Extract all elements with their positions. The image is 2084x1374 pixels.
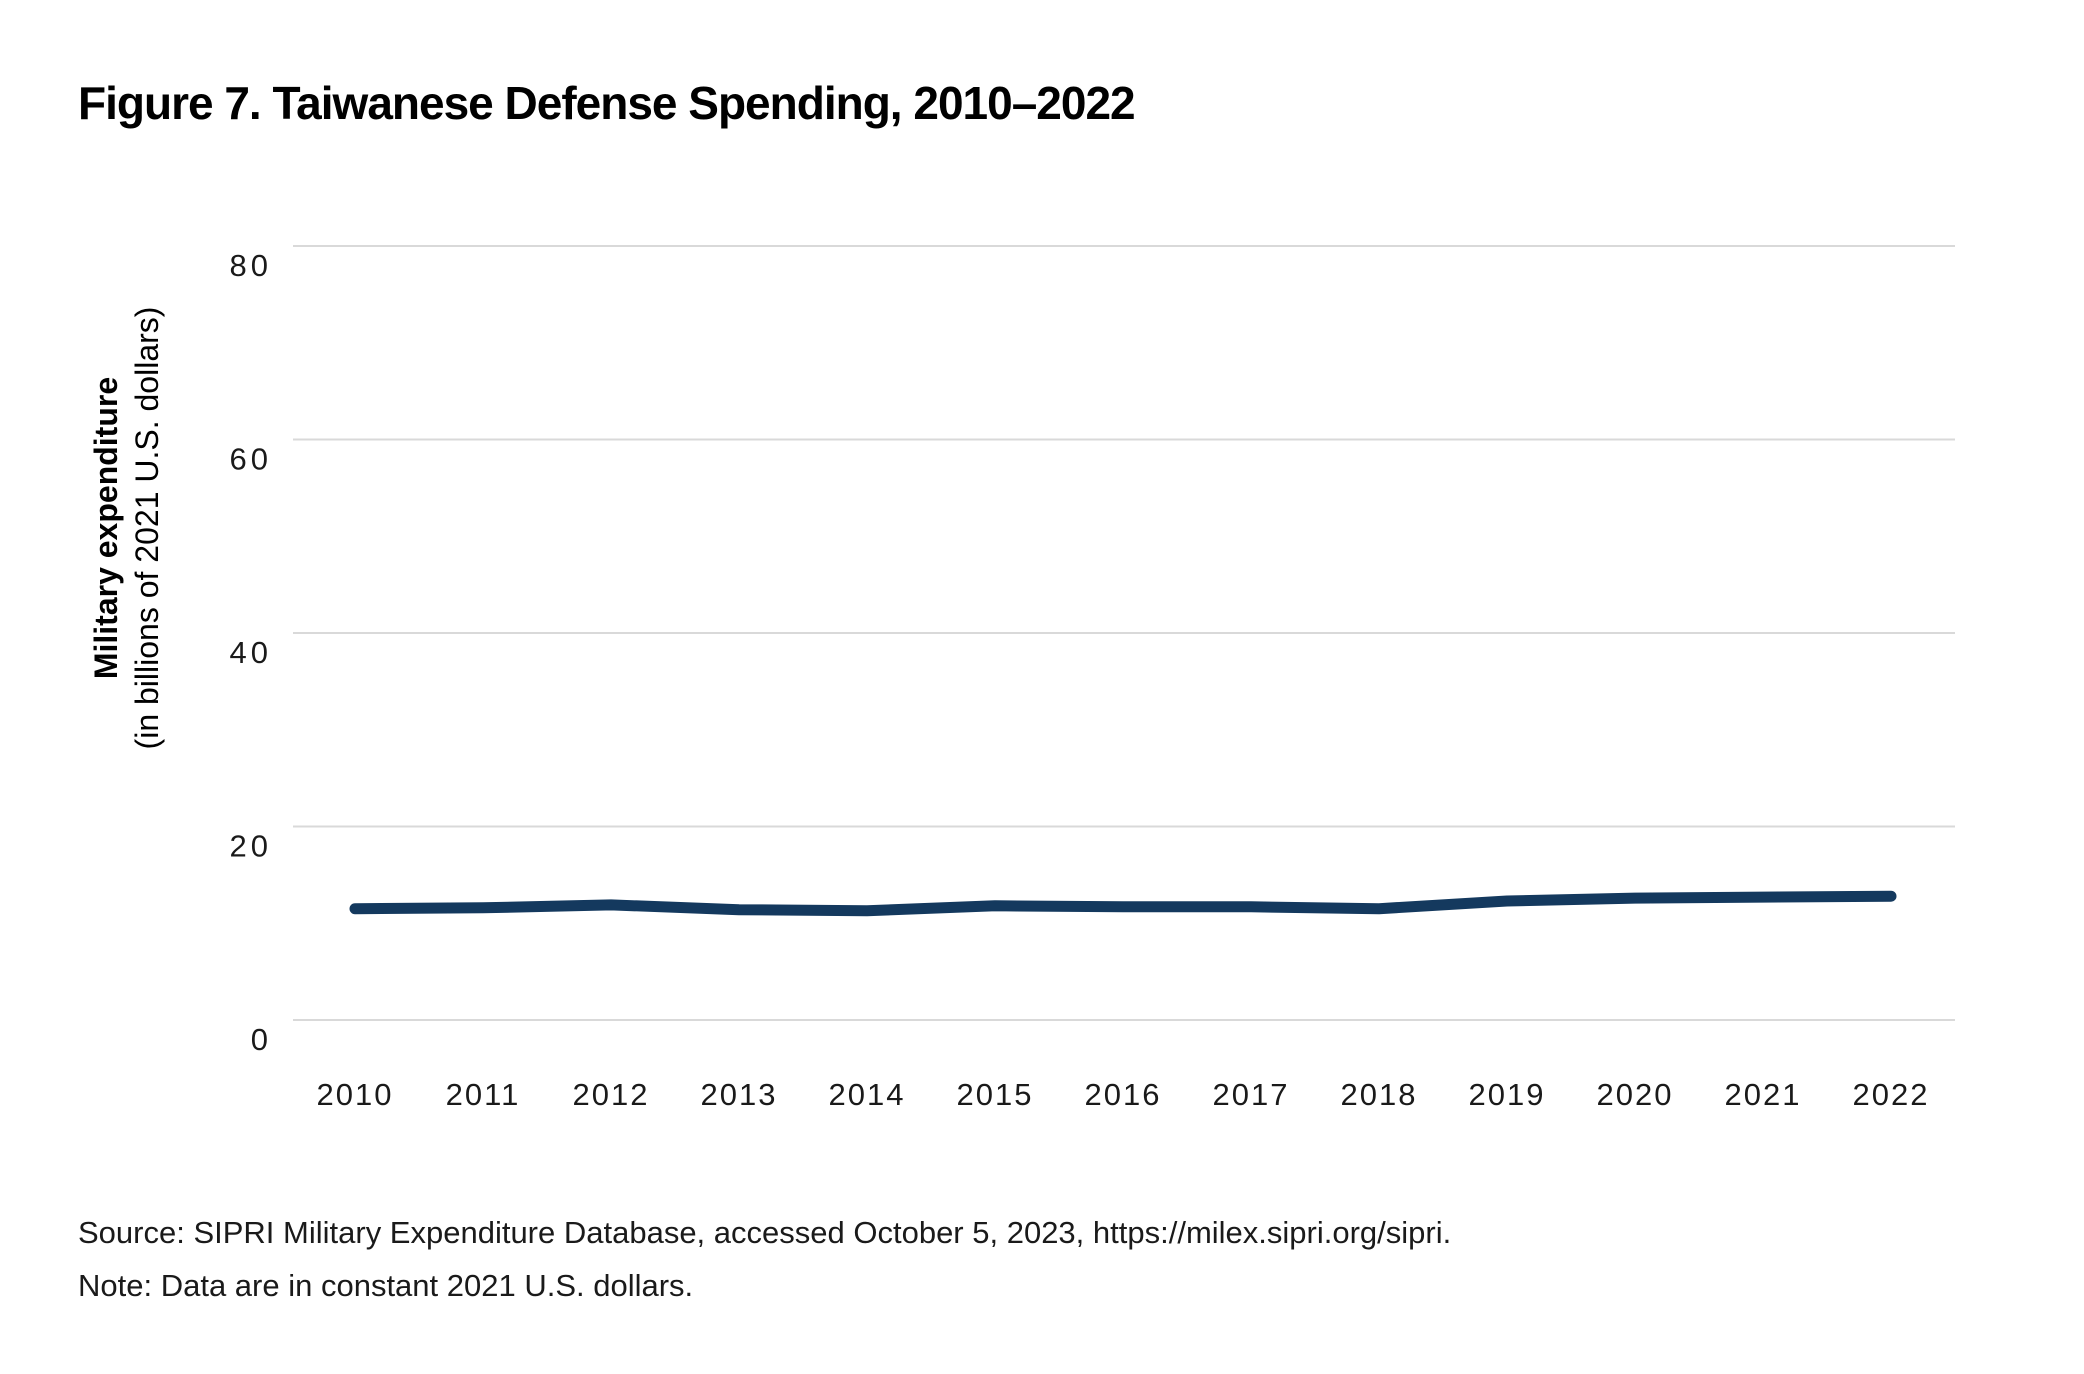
x-tick-label: 2012 [573, 1077, 650, 1112]
x-tick-label: 2021 [1725, 1077, 1802, 1112]
x-tick-label: 2017 [1213, 1077, 1290, 1112]
x-tick-label: 2015 [957, 1077, 1034, 1112]
data-note: Note: Data are in constant 2021 U.S. dol… [78, 1268, 694, 1303]
y-tick-label: 60 [230, 442, 272, 477]
y-axis-title: Military expenditure (in billions of 202… [86, 307, 168, 750]
x-tick-label: 2022 [1853, 1077, 1930, 1112]
y-axis-title-main: Military expenditure [88, 376, 124, 680]
x-tick-label: 2016 [1085, 1077, 1162, 1112]
y-tick-label: 0 [251, 1022, 272, 1057]
x-tick-label: 2019 [1469, 1077, 1546, 1112]
x-tick-label: 2020 [1597, 1077, 1674, 1112]
y-axis-title-sub: (in billions of 2021 U.S. dollars) [129, 306, 165, 750]
y-tick-label: 40 [230, 635, 272, 670]
x-tick-label: 2013 [701, 1077, 778, 1112]
y-tick-label: 80 [230, 248, 272, 283]
x-tick-label: 2010 [317, 1077, 394, 1112]
x-tick-label: 2011 [446, 1077, 521, 1112]
source-note: Source: SIPRI Military Expenditure Datab… [78, 1215, 1452, 1250]
x-tick-label: 2014 [829, 1077, 906, 1112]
spending-line [349, 890, 1897, 917]
figure-title: Figure 7. Taiwanese Defense Spending, 20… [78, 77, 1136, 129]
x-tick-label: 2018 [1341, 1077, 1418, 1112]
y-tick-label: 20 [230, 829, 272, 864]
